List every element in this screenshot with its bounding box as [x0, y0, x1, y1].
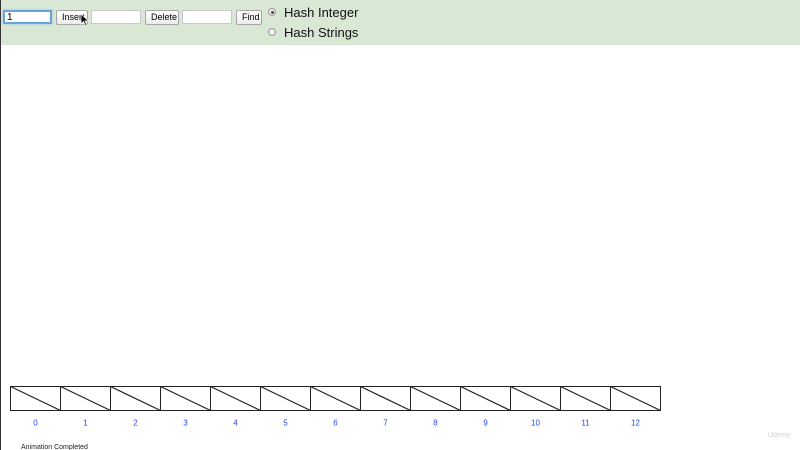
hash-slot-5: 5: [260, 385, 311, 428]
hash-slot-9: 9: [460, 385, 511, 428]
null-slash: [560, 385, 611, 412]
slot-index-label: 5: [283, 419, 288, 428]
slot-index-label: 3: [183, 419, 188, 428]
find-button[interactable]: Find: [236, 10, 262, 25]
null-slash: [60, 385, 111, 412]
insert-button[interactable]: Insert: [56, 10, 88, 25]
null-slash: [110, 385, 161, 412]
hash-integer-label[interactable]: Hash Integer: [284, 4, 359, 20]
slot-index-label: 2: [133, 419, 138, 428]
null-slash: [160, 385, 211, 412]
insert-input[interactable]: [3, 10, 52, 24]
slot-index-label: 4: [233, 419, 238, 428]
null-slash: [260, 385, 311, 412]
hash-strings-label[interactable]: Hash Strings: [284, 24, 359, 40]
hash-slot-1: 1: [60, 385, 111, 428]
delete-input[interactable]: [91, 10, 141, 24]
hash-slot-8: 8: [410, 385, 461, 428]
watermark: Udemy: [768, 432, 791, 439]
slot-index-label: 8: [433, 419, 438, 428]
mouse-cursor-icon: [80, 13, 90, 27]
hash-integer-radio[interactable]: [268, 8, 276, 16]
hash-strings-radio[interactable]: [268, 28, 276, 36]
delete-button[interactable]: Delete: [145, 10, 179, 25]
slot-index-label: 9: [483, 419, 488, 428]
find-input[interactable]: [182, 10, 232, 24]
slot-index-label: 10: [531, 419, 540, 428]
null-slash: [210, 385, 261, 412]
hash-slot-2: 2: [110, 385, 161, 428]
null-slash: [410, 385, 461, 412]
control-bar: Insert Delete Find Hash Integer Hash Str…: [1, 0, 800, 45]
null-slash: [310, 385, 361, 412]
slot-index-label: 11: [581, 419, 590, 428]
null-slash: [460, 385, 511, 412]
hash-table: 0 1 2 3 4 5 6 7 8 9 10 11 12: [10, 385, 661, 428]
hash-slot-12: 12: [610, 385, 661, 428]
null-slash: [360, 385, 411, 412]
null-slash: [10, 385, 61, 412]
slot-index-label: 6: [333, 419, 338, 428]
hash-slot-11: 11: [560, 385, 611, 428]
hash-slot-6: 6: [310, 385, 361, 428]
hash-strings-option[interactable]: Hash Strings: [268, 24, 358, 40]
hash-slot-4: 4: [210, 385, 261, 428]
slot-index-label: 0: [33, 419, 38, 428]
slot-index-label: 1: [83, 419, 88, 428]
slot-index-label: 12: [631, 419, 640, 428]
null-slash: [510, 385, 561, 412]
hash-integer-option[interactable]: Hash Integer: [268, 4, 358, 20]
null-slash: [610, 385, 661, 412]
status-text: Animation Completed: [21, 444, 88, 450]
hash-slot-3: 3: [160, 385, 211, 428]
hash-slot-7: 7: [360, 385, 411, 428]
hash-slot-10: 10: [510, 385, 561, 428]
hash-slot-0: 0: [10, 385, 61, 428]
slot-index-label: 7: [383, 419, 388, 428]
